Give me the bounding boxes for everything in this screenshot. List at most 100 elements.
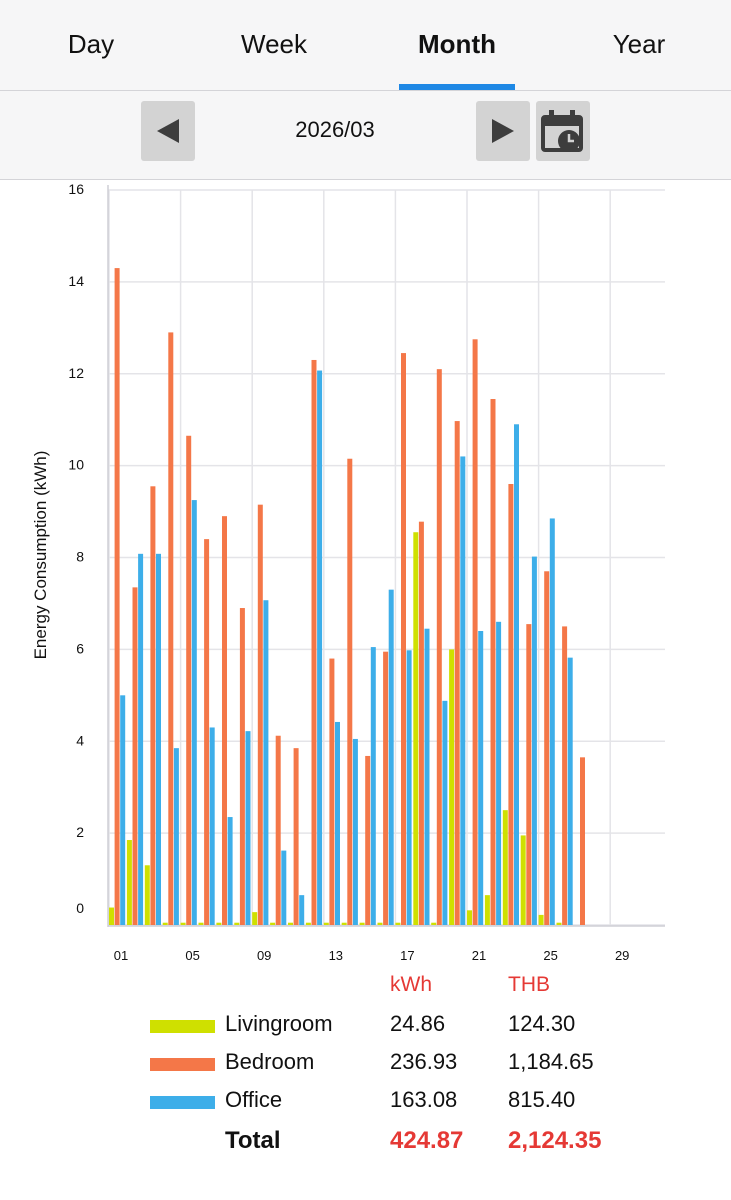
bar-livingroom-06	[198, 922, 204, 925]
bar-office-10	[281, 850, 287, 925]
bar-office-21	[478, 631, 484, 925]
bar-bedroom-10	[275, 735, 281, 925]
legend-thb: 1,184.65	[508, 1049, 594, 1074]
bedroom-color-swatch	[150, 1058, 215, 1071]
x-tick-label: 01	[114, 948, 128, 963]
y-tick-label: 10	[68, 457, 84, 473]
total-label: Total	[225, 1127, 281, 1154]
tab-year[interactable]: Year	[612, 29, 666, 59]
bar-bedroom-24	[526, 624, 532, 925]
bar-livingroom-14	[341, 922, 347, 925]
kwh-column-header: kWh	[390, 973, 432, 996]
tab-week[interactable]: Week	[241, 29, 307, 59]
bar-livingroom-11	[288, 922, 293, 925]
bar-office-08	[245, 731, 251, 925]
bar-office-26	[567, 657, 573, 925]
y-tick-label: 14	[68, 273, 84, 289]
x-tick-label: 29	[615, 948, 629, 963]
bar-livingroom-24	[520, 835, 526, 925]
active-tab-indicator	[399, 84, 515, 90]
bar-bedroom-25	[544, 571, 550, 925]
y-axis-label: Energy Consumption (kWh)	[31, 451, 50, 660]
x-tick-label: 09	[257, 948, 271, 963]
next-month-button[interactable]	[476, 101, 530, 161]
tab-day[interactable]: Day	[67, 29, 115, 59]
bar-bedroom-08	[239, 608, 245, 925]
bar-office-05	[191, 500, 197, 925]
bar-bedroom-02	[132, 587, 138, 925]
bar-livingroom-16	[377, 922, 383, 925]
bar-bedroom-26	[562, 626, 568, 925]
bar-livingroom-23	[502, 810, 508, 925]
y-tick-label: 8	[76, 549, 84, 565]
bar-office-23	[514, 424, 519, 925]
bar-livingroom-25	[538, 914, 544, 925]
bar-office-15	[370, 647, 376, 925]
bar-office-16	[388, 589, 394, 925]
chevron-right-icon	[492, 119, 514, 143]
legend-row-bedroom: Bedroom 236.93 1,184.65	[0, 1043, 731, 1081]
bar-livingroom-17	[395, 922, 401, 925]
tab-month[interactable]: Month	[418, 29, 496, 59]
bar-livingroom-18	[413, 532, 419, 925]
date-navigation-bar: 2026/03	[0, 91, 731, 180]
bar-office-19	[442, 700, 448, 925]
x-tick-label: 21	[472, 948, 486, 963]
bar-livingroom-20	[449, 649, 455, 925]
total-thb: 2,124.35	[508, 1127, 602, 1154]
legend-name: Bedroom	[225, 1049, 315, 1074]
thb-column-header: THB	[508, 973, 550, 996]
legend-thb: 124.30	[508, 1011, 576, 1036]
bar-office-17	[406, 650, 412, 925]
bar-bedroom-16	[383, 651, 389, 925]
y-tick-label: 4	[76, 732, 84, 748]
bar-bedroom-04	[168, 332, 174, 925]
chevron-left-icon	[157, 119, 179, 143]
legend-kwh: 24.86	[390, 1011, 446, 1036]
bar-livingroom-05	[180, 922, 186, 925]
bar-livingroom-22	[484, 895, 490, 925]
bar-bedroom-13	[329, 658, 335, 925]
bar-office-02	[138, 553, 144, 925]
consumption-summary: kWh THB Livingroom 24.86 124.30 Bedroom …	[0, 965, 731, 1185]
bar-bedroom-11	[293, 748, 299, 925]
bar-office-22	[496, 621, 502, 925]
bar-bedroom-20	[454, 421, 460, 925]
bar-office-12	[317, 370, 323, 925]
office-color-swatch	[150, 1096, 215, 1109]
legend-thb: 815.40	[508, 1087, 576, 1112]
bar-office-01	[120, 695, 126, 925]
bar-bedroom-27	[580, 757, 585, 925]
bar-livingroom-21	[467, 910, 472, 925]
bar-office-09	[263, 600, 269, 925]
bar-bedroom-19	[436, 369, 442, 925]
legend-row-office: Office 163.08 815.40	[0, 1081, 731, 1119]
y-tick-label: 6	[76, 640, 84, 656]
bar-office-04	[173, 748, 179, 925]
bar-bedroom-22	[490, 399, 496, 925]
bar-livingroom-09	[252, 912, 258, 925]
bar-bedroom-15	[365, 755, 371, 925]
previous-month-button[interactable]	[141, 101, 195, 161]
x-tick-label: 05	[185, 948, 199, 963]
x-tick-label: 17	[400, 948, 414, 963]
calendar-picker-button[interactable]	[536, 101, 590, 161]
legend-row-total: Total 424.87 2,124.35	[0, 1121, 731, 1159]
bar-office-11	[299, 895, 305, 925]
bar-livingroom-13	[323, 922, 329, 925]
x-tick-label: 25	[543, 948, 557, 963]
legend-name: Office	[225, 1087, 283, 1112]
y-tick-label: 16	[68, 181, 84, 197]
y-tick-label: 0	[76, 900, 84, 916]
bar-office-25	[549, 518, 555, 925]
legend-kwh: 163.08	[390, 1087, 458, 1112]
bar-bedroom-21	[472, 339, 478, 925]
bar-office-13	[335, 721, 340, 925]
bar-livingroom-26	[556, 922, 562, 925]
bar-office-18	[424, 628, 430, 925]
calendar-clock-icon	[541, 110, 583, 152]
bar-livingroom-10	[270, 922, 276, 925]
bar-office-24	[531, 556, 537, 925]
livingroom-color-swatch	[150, 1020, 215, 1033]
bar-bedroom-01	[114, 268, 120, 925]
